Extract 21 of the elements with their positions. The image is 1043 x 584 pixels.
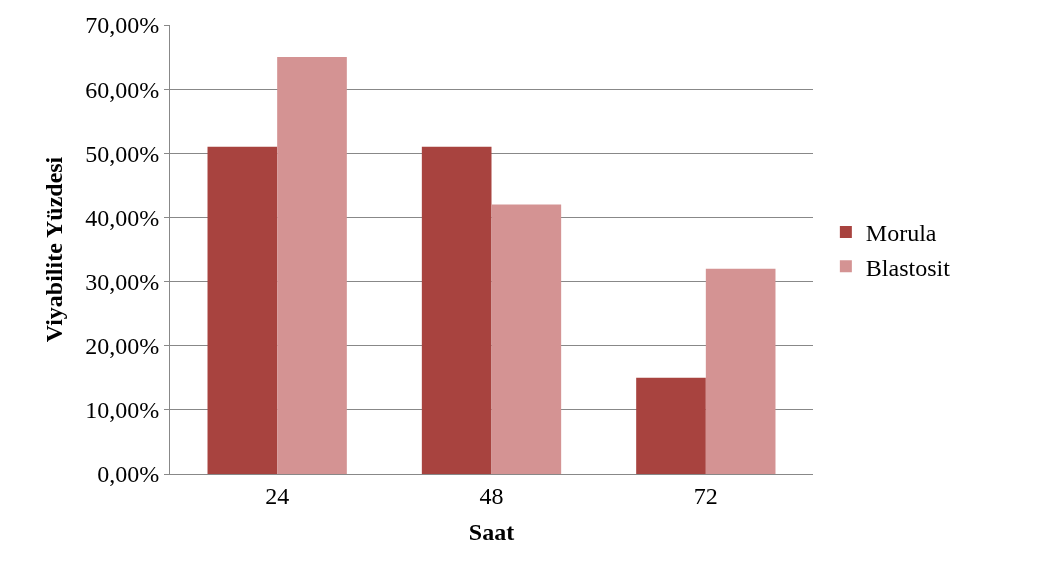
bar bbox=[207, 146, 278, 474]
legend-label: Blastosit bbox=[865, 254, 951, 281]
x-tick-label: 24 bbox=[265, 482, 290, 509]
bar bbox=[636, 377, 706, 474]
legend-label: Morula bbox=[865, 220, 937, 247]
bar bbox=[421, 146, 492, 474]
y-tick-label: 30,00% bbox=[85, 268, 160, 295]
y-tick-label: 70,00% bbox=[85, 12, 160, 39]
y-tick-label: 10,00% bbox=[85, 397, 160, 424]
y-axis-title: Viyabilite Yüzdesi bbox=[41, 156, 68, 343]
x-tick-label: 48 bbox=[479, 482, 504, 509]
y-tick-label: 60,00% bbox=[85, 76, 160, 103]
x-axis-title: Saat bbox=[468, 519, 515, 546]
x-tick-label: 72 bbox=[693, 482, 718, 509]
bar bbox=[491, 204, 562, 474]
bar bbox=[705, 268, 776, 474]
y-tick-label: 50,00% bbox=[85, 140, 160, 167]
y-tick-label: 20,00% bbox=[85, 333, 160, 360]
bar bbox=[277, 57, 347, 474]
y-tick-label: 40,00% bbox=[85, 204, 160, 231]
y-tick-label: 0,00% bbox=[97, 461, 160, 488]
